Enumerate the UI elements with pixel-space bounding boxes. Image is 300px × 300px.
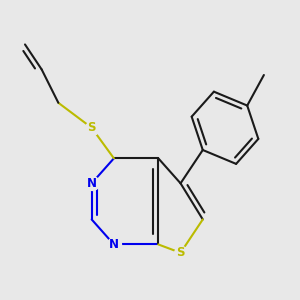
Text: N: N [109,238,119,251]
Text: S: S [176,246,185,259]
Text: S: S [87,121,96,134]
Text: N: N [87,177,97,190]
